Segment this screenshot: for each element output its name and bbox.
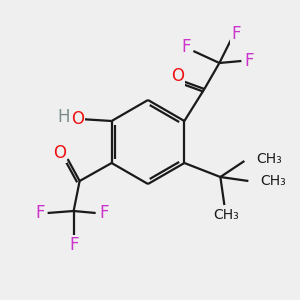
Text: O: O <box>53 144 66 162</box>
Text: O: O <box>71 110 84 128</box>
Text: CH₃: CH₃ <box>256 152 282 166</box>
Text: O: O <box>171 67 184 85</box>
Text: CH₃: CH₃ <box>214 208 239 222</box>
Text: F: F <box>232 25 241 43</box>
Text: F: F <box>69 236 78 254</box>
Text: F: F <box>35 204 44 222</box>
Text: F: F <box>99 204 108 222</box>
Text: CH₃: CH₃ <box>260 174 286 188</box>
Text: F: F <box>244 52 254 70</box>
Text: F: F <box>182 38 191 56</box>
Text: H: H <box>57 108 70 126</box>
